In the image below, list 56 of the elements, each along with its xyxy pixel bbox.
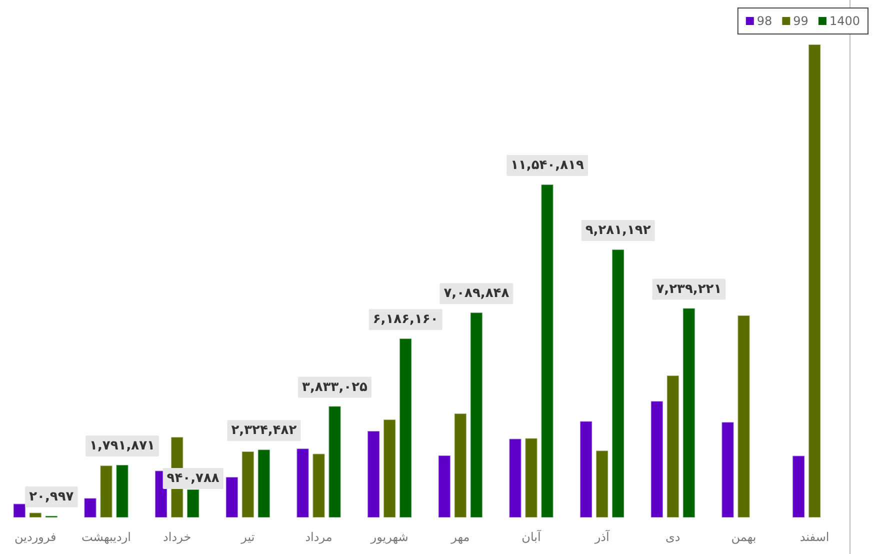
bar [509,438,522,518]
x-tick-label: مرداد [305,530,332,544]
bar [470,312,482,518]
x-tick-label: اردیبهشت [82,530,131,544]
x-tick-label: دی [666,530,680,544]
x-tick-label: آبان [522,529,542,544]
bar [454,414,466,518]
bar [84,498,96,518]
data-label: ۱,۷۹۱,۸۷۱ [90,438,155,454]
x-tick-label: مهر [450,530,470,544]
bar [596,450,608,518]
data-label: ۷,۰۸۹,۸۴۸ [444,286,510,302]
bar [13,504,26,518]
data-label: ۷,۲۳۹,۲۲۱ [656,282,722,297]
data-label: ۹۴۰,۷۸۸ [166,470,220,486]
bar [116,464,128,518]
x-tick-label: تیر [240,530,255,544]
bar [368,431,380,518]
data-label: ۲,۳۲۴,۴۸۲ [231,423,297,438]
x-tick-label: آذر [594,529,610,544]
bar [400,338,412,518]
bar [226,477,238,518]
bar [525,438,538,518]
bar [808,44,821,518]
bar [384,420,396,518]
bar [312,454,325,518]
bar [328,406,341,518]
legend-label: 99 [793,14,808,28]
data-label: ۹,۲۸۱,۱۹۲ [585,223,651,238]
bar [580,421,592,518]
x-tick-label: خرداد [163,530,192,544]
bar [187,489,200,518]
legend-label: 98 [756,14,772,28]
bar [296,448,309,518]
x-tick-label: شهریور [370,530,408,544]
bar [29,512,42,518]
bar [682,308,695,518]
x-tick-label: اسفند [800,530,830,544]
data-label: ۱۱,۵۴۰,۸۱۹ [510,158,584,174]
bar [792,456,805,518]
bar [612,250,624,518]
bar [722,422,734,518]
bar [438,456,450,518]
bar [258,450,270,518]
bar [100,466,112,518]
bar [666,376,679,518]
x-tick-label: بهمن [731,530,756,544]
x-tick-label: فروردین [14,530,56,544]
legend-label: 1400 [829,14,860,28]
data-label: ۲۰,۹۹۷ [29,489,74,504]
data-label: ۳,۸۳۳,۰۲۵ [302,380,368,395]
bar [650,401,663,518]
bar [242,451,254,518]
data-label: ۶,۱۸۶,۱۶۰ [372,312,438,328]
bar [541,184,554,518]
bar [738,315,750,518]
